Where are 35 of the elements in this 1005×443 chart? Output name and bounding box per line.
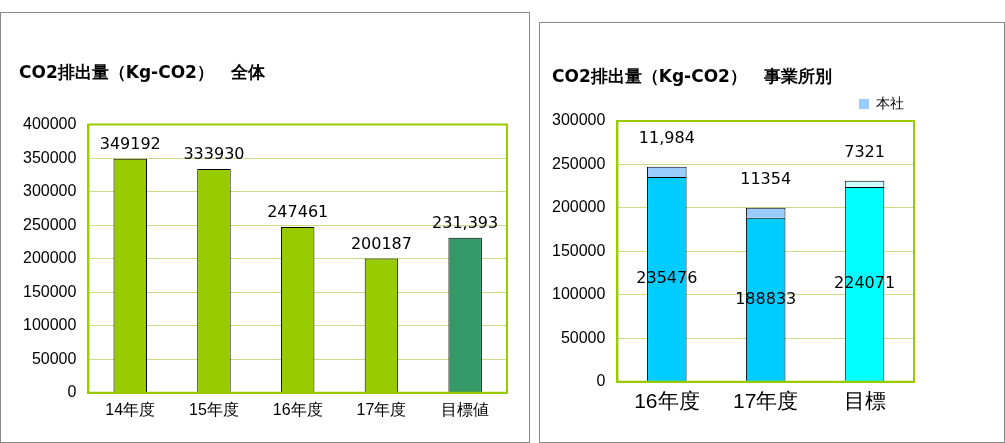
y-tick-label: 300000 [23,182,77,200]
data-label: 11354 [740,168,792,188]
x-tick-label: 15年度 [189,400,239,418]
y-tick-label: 200000 [23,249,77,267]
x-tick-label: 16年度 [634,389,700,413]
data-label: 247461 [267,202,329,222]
x-tick-label: 16年度 [272,400,323,418]
y-tick-label: 100000 [23,316,77,334]
x-tick-label: 17年度 [356,400,407,418]
y-tick-label: 250000 [552,154,606,172]
data-label: 231,393 [432,212,499,232]
y-tick-label: 200000 [552,198,606,216]
y-tick-label: 250000 [23,215,77,233]
y-tick-label: 50000 [560,328,606,346]
y-tick-label: 300000 [552,111,606,129]
data-label: 333930 [183,144,245,164]
x-tick-label: 目標 [843,389,886,413]
y-tick-label: 0 [596,372,606,390]
y-tick-label: 400000 [23,115,77,133]
x-tick-label: 目標値 [441,400,490,418]
y-tick-label: 350000 [23,148,77,166]
y-tick-label: 150000 [552,241,606,259]
x-tick-label: 14年度 [105,400,156,418]
y-tick-label: 100000 [552,285,606,303]
y-tick-label: 50000 [31,349,77,367]
legend-label: 本社 [876,94,904,111]
data-label: 200187 [350,233,412,253]
data-label: 7321 [844,141,885,161]
x-tick-label: 17年度 [733,389,799,413]
y-tick-label: 150000 [23,282,77,300]
y-tick-label: 0 [67,383,77,401]
chart-title: CO2排出量（Kg-CO2） 全体 [19,61,265,84]
data-label: 349192 [99,133,161,153]
data-label: 11,984 [638,127,695,147]
chart-title: CO2排出量（Kg-CO2） 事業所別 [552,65,832,88]
